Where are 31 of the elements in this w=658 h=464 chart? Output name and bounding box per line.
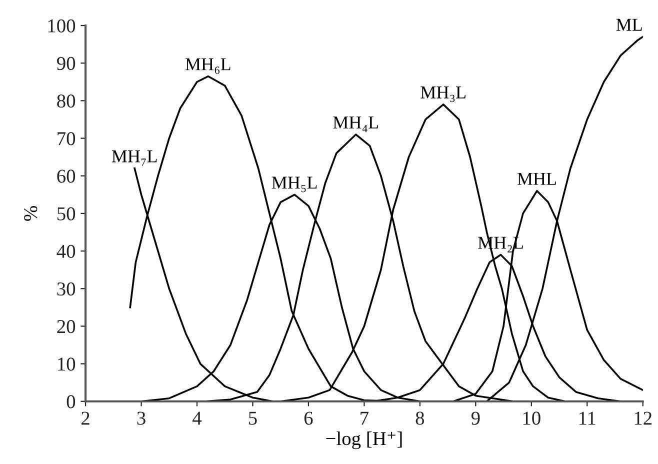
y-axis-title: % (24, 206, 38, 221)
y-tick-label: 80 (57, 94, 76, 108)
x-axis-title: −log [H⁺] (326, 431, 402, 450)
x-tick-label: 6 (304, 412, 313, 425)
y-tick-label: 0 (66, 395, 76, 408)
x-tick-label: 8 (416, 412, 424, 425)
x-tick-label: 10 (523, 412, 540, 425)
y-tick-label: 30 (57, 282, 76, 296)
series-label: MHL (517, 172, 556, 185)
x-tick-label: 7 (360, 412, 369, 425)
series-label: MH₆L (185, 58, 230, 74)
series-label: MH₅L (272, 176, 317, 192)
y-tick-label: 60 (57, 170, 76, 183)
x-tick-label: 4 (192, 412, 202, 425)
series-label: ML (616, 18, 642, 31)
y-tick-label: 70 (58, 132, 76, 146)
x-tick-label: 3 (137, 412, 146, 425)
y-tick-label: 40 (56, 244, 76, 258)
y-tick-label: 20 (57, 320, 76, 334)
x-tick-label: 5 (249, 412, 257, 425)
series-label: MH₄L (333, 116, 378, 132)
series-label: MH₃L (420, 86, 466, 102)
x-tick-label: 9 (471, 412, 480, 425)
y-tick-label: 100 (48, 19, 76, 32)
y-tick-label: 50 (58, 207, 76, 220)
x-tick-label: 2 (82, 412, 90, 425)
series-label: MH₇L (112, 150, 157, 166)
x-tick-label: 12 (634, 412, 652, 425)
y-tick-label: 90 (57, 56, 76, 70)
y-tick-label: 10 (58, 358, 76, 371)
x-tick-label: 11 (579, 412, 596, 425)
